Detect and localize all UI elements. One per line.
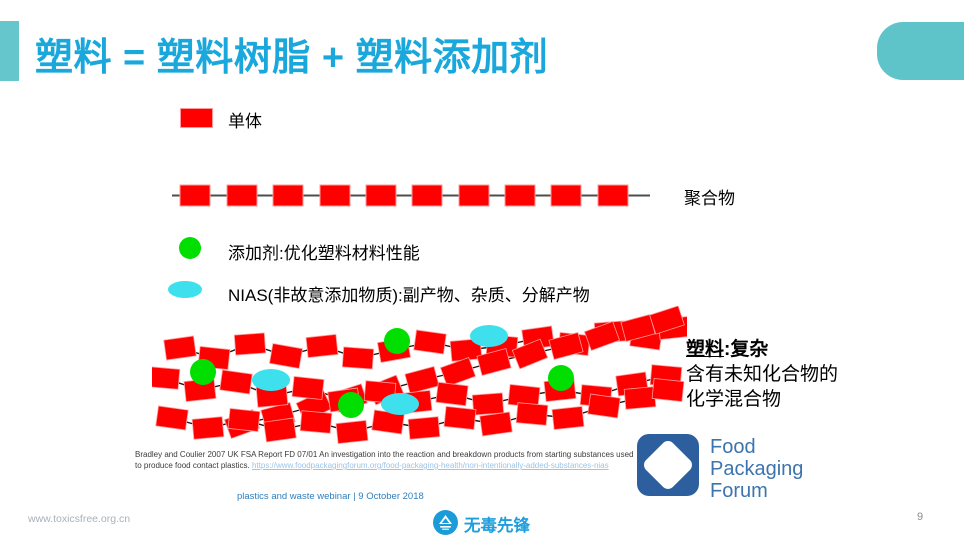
slide-title: 塑料 = 塑料树脂 + 塑料添加剂 bbox=[35, 37, 549, 79]
nias-label: NIAS(非故意添加物质):副产物、杂质、分解产物 bbox=[228, 286, 590, 305]
polymer-chain-diagram bbox=[172, 184, 650, 207]
toxicsfree-logo-icon bbox=[433, 510, 458, 535]
title-accent-bar bbox=[0, 21, 19, 81]
additive-label: 添加剂:优化塑料材料性能 bbox=[228, 244, 420, 263]
plastic-note-heading-rest: :复杂 bbox=[724, 339, 769, 360]
plastic-note-line2: 含有未知化合物的 bbox=[686, 364, 839, 385]
citation: Bradley and Coulier 2007 UK FSA Report F… bbox=[135, 449, 635, 471]
fpf-logo-icon bbox=[637, 434, 699, 496]
monomer-swatch bbox=[180, 108, 213, 128]
corner-decoration bbox=[877, 22, 964, 80]
fpf-logo-text: Food Packaging Forum bbox=[710, 436, 803, 502]
plastic-note-heading-underlined: 塑料 bbox=[686, 339, 725, 360]
webinar-credit: plastics and waste webinar | 9 October 2… bbox=[237, 491, 424, 502]
fpf-line3: Forum bbox=[710, 480, 768, 502]
footer-org-name: 无毒先锋 bbox=[464, 517, 530, 535]
fpf-line1: Food bbox=[710, 436, 756, 458]
plastic-note-line3: 化学混合物 bbox=[686, 389, 782, 410]
citation-link[interactable]: https://www.foodpackagingforum.org/food-… bbox=[251, 461, 609, 470]
footer-website: www.toxicsfree.org.cn bbox=[28, 513, 131, 525]
plastic-note: 塑料:复杂 含有未知化合物的 化学混合物 bbox=[686, 337, 838, 412]
additive-swatch bbox=[179, 237, 201, 259]
fpf-diamond-shape bbox=[641, 438, 695, 492]
plastic-mixture-diagram bbox=[152, 306, 687, 444]
nias-swatch bbox=[168, 281, 202, 298]
monomer-label: 单体 bbox=[228, 112, 262, 131]
citation-text: Bradley and Coulier 2007 UK FSA Report F… bbox=[135, 450, 634, 470]
polymer-label: 聚合物 bbox=[684, 189, 735, 208]
page-number: 9 bbox=[917, 511, 924, 523]
fpf-line2: Packaging bbox=[710, 458, 804, 480]
plastic-note-heading: 塑料:复杂 bbox=[686, 337, 838, 362]
